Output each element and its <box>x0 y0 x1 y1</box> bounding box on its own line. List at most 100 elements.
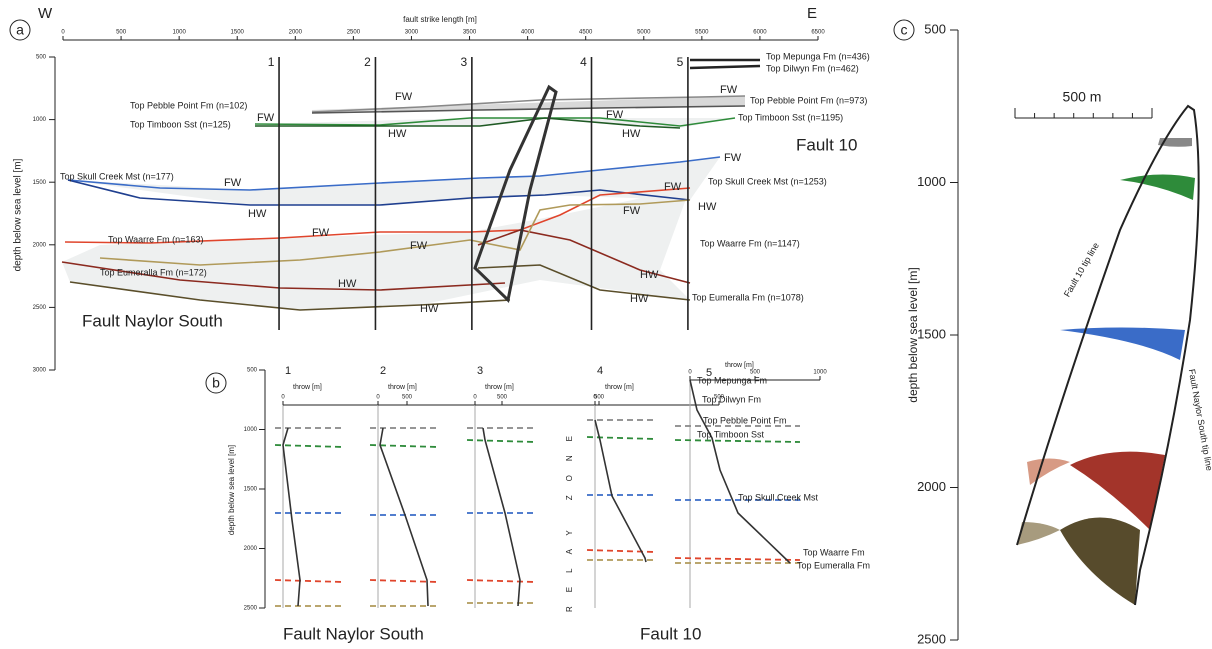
y-tick-label: 2500 <box>917 631 946 646</box>
y-tick-label: 2500 <box>33 305 47 311</box>
throw-title: throw [m] <box>293 384 322 391</box>
throw-profile <box>283 428 300 606</box>
y-axis-title: depth below sea level [m] <box>13 158 24 271</box>
figure: aWEfault strike length [m]05001000150020… <box>0 0 1212 649</box>
section-label: 5 <box>677 55 684 69</box>
horizon-label: Top Dilwyn Fm <box>702 394 761 404</box>
horizon-dash <box>587 437 655 439</box>
x-tick-label: 1000 <box>172 30 186 36</box>
horizon-label: Top Skull Creek Mst (n=1253) <box>708 176 827 186</box>
throw-title: throw [m] <box>485 384 514 391</box>
throw-profile <box>690 380 790 563</box>
block-label: FW <box>623 205 641 217</box>
block-label: HW <box>640 269 659 281</box>
throw-tick-label: 0 <box>376 395 380 401</box>
fault-name: Fault Naylor South <box>283 624 424 643</box>
profile-label: 4 <box>597 365 603 377</box>
section-label: 3 <box>461 55 468 69</box>
throw-title: throw [m] <box>388 384 417 391</box>
pebble-band <box>312 96 745 113</box>
profile-label: 2 <box>380 365 386 377</box>
block-label: HW <box>338 278 357 290</box>
block-label: HW <box>698 201 717 213</box>
y-tick-label: 1000 <box>33 117 47 123</box>
panel-label: a <box>16 22 24 38</box>
panel-c-shapes <box>1015 106 1199 605</box>
scale-bar-label: 500 m <box>1063 89 1102 105</box>
y-tick-label: 1000 <box>917 174 946 189</box>
profile-label: 3 <box>477 365 483 377</box>
x-tick-label: 4500 <box>579 30 593 36</box>
section-label: 4 <box>580 55 587 69</box>
block-label: FW <box>395 91 413 103</box>
x-tick-label: 0 <box>61 30 65 36</box>
block-label: FW <box>606 109 624 121</box>
y-tick-label: 3000 <box>33 368 47 374</box>
x-tick-label: 3000 <box>405 30 419 36</box>
block-label: HW <box>630 293 649 305</box>
block-label: FW <box>724 152 742 164</box>
y-tick-label: 1500 <box>244 487 258 493</box>
y-tick-label: 500 <box>36 55 47 61</box>
y-tick-label: 2000 <box>33 242 47 248</box>
horizon-dash <box>675 558 800 560</box>
x-tick-label: 4000 <box>521 30 535 36</box>
section-label: 1 <box>268 55 275 69</box>
block-label: FW <box>312 227 330 239</box>
horizon-label: Top Skull Creek Mst (n=177) <box>60 171 174 181</box>
x-tick-label: 6000 <box>753 30 767 36</box>
profile-label: 1 <box>285 365 291 377</box>
west-label: W <box>38 5 53 22</box>
throw-profile <box>380 428 428 606</box>
horizon-label: Top Pebble Point Fm <box>703 415 787 425</box>
horizon-label: Top Timboon Sst (n=125) <box>130 119 231 129</box>
horizon-dash <box>275 445 343 447</box>
fault-name: Fault Naylor South <box>82 311 223 330</box>
horizon-label: Top Dilwyn Fm (n=462) <box>766 63 859 73</box>
block-label: HW <box>420 303 439 315</box>
section-label: 2 <box>364 55 371 69</box>
fault-name: Fault 10 <box>640 624 701 643</box>
y-tick-label: 1500 <box>33 180 47 186</box>
horizon-label: Top Waarre Fm (n=163) <box>108 234 203 244</box>
x-tick-label: 3500 <box>463 30 477 36</box>
throw-tick-label: 0 <box>688 370 692 376</box>
throw-tick-label: 500 <box>402 395 413 401</box>
horizon-label: Top Skull Creek Mst <box>738 492 819 502</box>
block-label: FW <box>664 181 682 193</box>
horizon-dash <box>467 580 535 582</box>
horizon-label: Top Timboon Sst (n=1195) <box>738 112 843 122</box>
x-tick-label: 500 <box>116 30 127 36</box>
horizon-label: Top Waarre Fm <box>803 547 865 557</box>
x-tick-label: 1500 <box>231 30 245 36</box>
horizon-dash <box>587 550 655 552</box>
horizon-label: Top Mepunga Fm <box>697 375 767 385</box>
throw-profile <box>595 420 646 562</box>
panel-label: c <box>901 22 908 38</box>
y-tick-label: 2500 <box>244 606 258 612</box>
x-tick-label: 6500 <box>811 30 825 36</box>
horizon-dash <box>275 580 343 582</box>
tip-line-label: Fault 10 tip line <box>1062 241 1101 299</box>
throw-title: throw [m] <box>725 362 754 369</box>
horizon-label: Top Timboon Sst <box>697 429 765 439</box>
throw-tick-label: 0 <box>281 395 285 401</box>
horizon-dash <box>467 440 535 442</box>
east-label: E <box>807 5 817 22</box>
tip-line-label: Fault Naylor South tip line <box>1187 368 1212 471</box>
block-label: HW <box>248 208 267 220</box>
y-axis-title: depth below sea level [m] <box>227 445 236 535</box>
block-label: HW <box>388 128 407 140</box>
block-label: HW <box>622 128 641 140</box>
y-tick-label: 1500 <box>917 326 946 341</box>
x-tick-label: 2000 <box>289 30 303 36</box>
horizon-label: Top Eumeralla Fm (n=1078) <box>692 292 804 302</box>
y-tick-label: 500 <box>247 368 258 374</box>
fault-name: Fault 10 <box>796 135 857 154</box>
horizon-dash <box>675 440 800 442</box>
block-label: FW <box>410 240 428 252</box>
horizon-label: Top Waarre Fm (n=1147) <box>700 238 800 248</box>
horizon-label: Top Pebble Point Fm (n=102) <box>130 100 247 110</box>
throw-tick-label: 500 <box>497 395 508 401</box>
y-tick-label: 2000 <box>244 546 258 552</box>
